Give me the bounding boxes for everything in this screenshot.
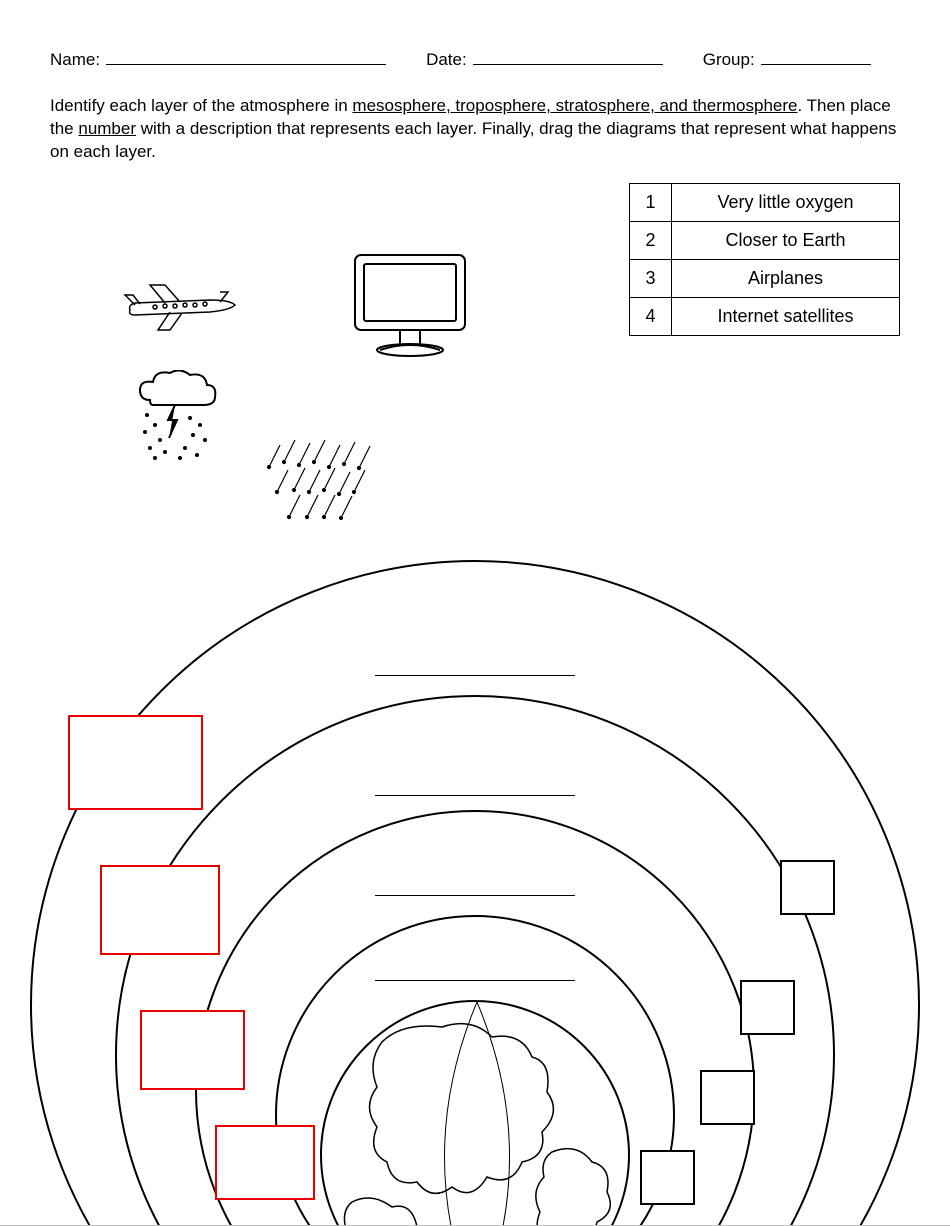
desc-text: Internet satellites (672, 298, 900, 336)
diagram-drop-zone[interactable] (100, 865, 220, 955)
desc-text: Closer to Earth (672, 222, 900, 260)
meteor-shower-icon[interactable] (260, 440, 380, 525)
instr-part1: Identify each layer of the atmosphere in (50, 96, 352, 115)
storm-cloud-icon[interactable] (135, 370, 220, 465)
airplane-icon[interactable] (120, 280, 240, 335)
instr-number: number (78, 119, 136, 138)
number-drop-zone[interactable] (640, 1150, 695, 1205)
table-row: 4 Internet satellites (630, 298, 900, 336)
layer-name-line-4[interactable] (375, 675, 575, 676)
draggable-icons-area (60, 250, 460, 530)
instr-part3: with a description that represents each … (50, 119, 896, 161)
number-drop-zone[interactable] (700, 1070, 755, 1125)
desc-num: 3 (630, 260, 672, 298)
table-row: 2 Closer to Earth (630, 222, 900, 260)
diagram-drop-zone[interactable] (215, 1125, 315, 1200)
instr-layers: mesosphere, troposphere, stratosphere, a… (352, 96, 797, 115)
table-row: 3 Airplanes (630, 260, 900, 298)
desc-text: Very little oxygen (672, 184, 900, 222)
atmosphere-diagram (0, 560, 950, 1226)
header-row: Name: Date: Group: (50, 50, 900, 70)
instructions-text: Identify each layer of the atmosphere in… (50, 95, 900, 164)
name-label: Name: (50, 50, 100, 70)
date-input-line[interactable] (473, 51, 663, 65)
worksheet-page: Name: Date: Group: Identify each layer o… (0, 0, 950, 1226)
name-field: Name: (50, 50, 386, 70)
date-field: Date: (426, 50, 663, 70)
desc-num: 4 (630, 298, 672, 336)
diagram-drop-zone[interactable] (140, 1010, 245, 1090)
group-field: Group: (703, 50, 871, 70)
layer-name-line-2[interactable] (375, 895, 575, 896)
number-drop-zone[interactable] (740, 980, 795, 1035)
description-table: 1 Very little oxygen 2 Closer to Earth 3… (629, 183, 900, 336)
group-label: Group: (703, 50, 755, 70)
table-row: 1 Very little oxygen (630, 184, 900, 222)
group-input-line[interactable] (761, 51, 871, 65)
desc-text: Airplanes (672, 260, 900, 298)
desc-num: 2 (630, 222, 672, 260)
date-label: Date: (426, 50, 467, 70)
name-input-line[interactable] (106, 51, 386, 65)
layer-name-line-3[interactable] (375, 795, 575, 796)
number-drop-zone[interactable] (780, 860, 835, 915)
layer-name-line-1[interactable] (375, 980, 575, 981)
desc-num: 1 (630, 184, 672, 222)
diagram-drop-zone[interactable] (68, 715, 203, 810)
monitor-icon[interactable] (350, 250, 470, 360)
